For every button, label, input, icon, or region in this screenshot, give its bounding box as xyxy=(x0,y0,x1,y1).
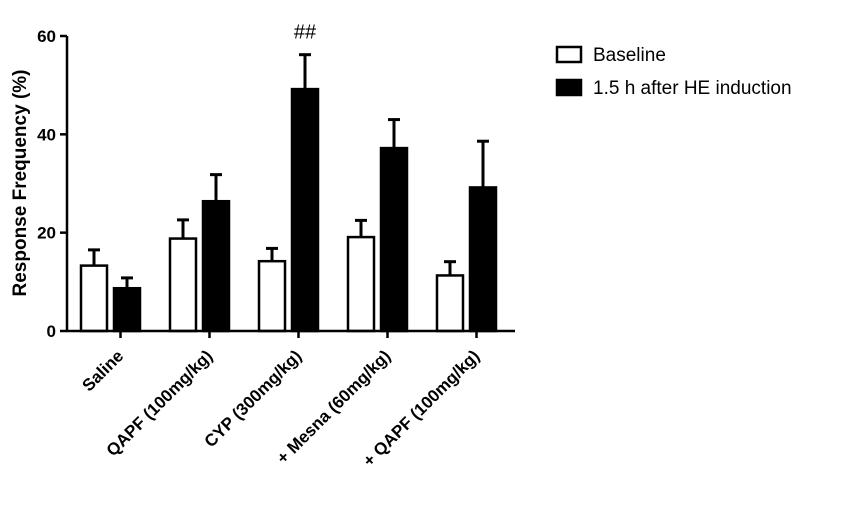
bar-after-induction xyxy=(114,288,140,331)
legend-label: Baseline xyxy=(593,45,666,66)
bar-baseline xyxy=(259,261,285,331)
bars-layer xyxy=(81,55,496,331)
legend-swatch xyxy=(557,47,581,62)
y-ticks: 0 20 40 60 xyxy=(37,27,67,341)
bar-baseline xyxy=(81,266,107,331)
bar-baseline xyxy=(437,275,463,331)
bar-after-induction xyxy=(470,187,496,331)
y-axis-title: Response Frequency (%) xyxy=(10,70,31,297)
x-tick-label: CYP (300mg/kg) xyxy=(201,346,306,451)
y-tick-label: 20 xyxy=(37,224,56,243)
significance-annotation: ## xyxy=(294,22,317,44)
y-tick-label: 40 xyxy=(37,125,56,144)
x-tick-label: Saline xyxy=(78,346,127,395)
bar-after-induction xyxy=(381,148,407,331)
annotations: ## xyxy=(294,22,317,44)
bar-after-induction xyxy=(292,89,318,331)
y-tick-label: 60 xyxy=(37,27,56,46)
legend: Baseline 1.5 h after HE induction xyxy=(557,45,792,99)
bar-baseline xyxy=(170,239,196,331)
legend-swatch xyxy=(557,80,581,95)
bar-baseline xyxy=(348,237,374,331)
legend-label: 1.5 h after HE induction xyxy=(593,78,792,99)
y-tick-label: 0 xyxy=(47,322,56,341)
bar-after-induction xyxy=(203,201,229,331)
